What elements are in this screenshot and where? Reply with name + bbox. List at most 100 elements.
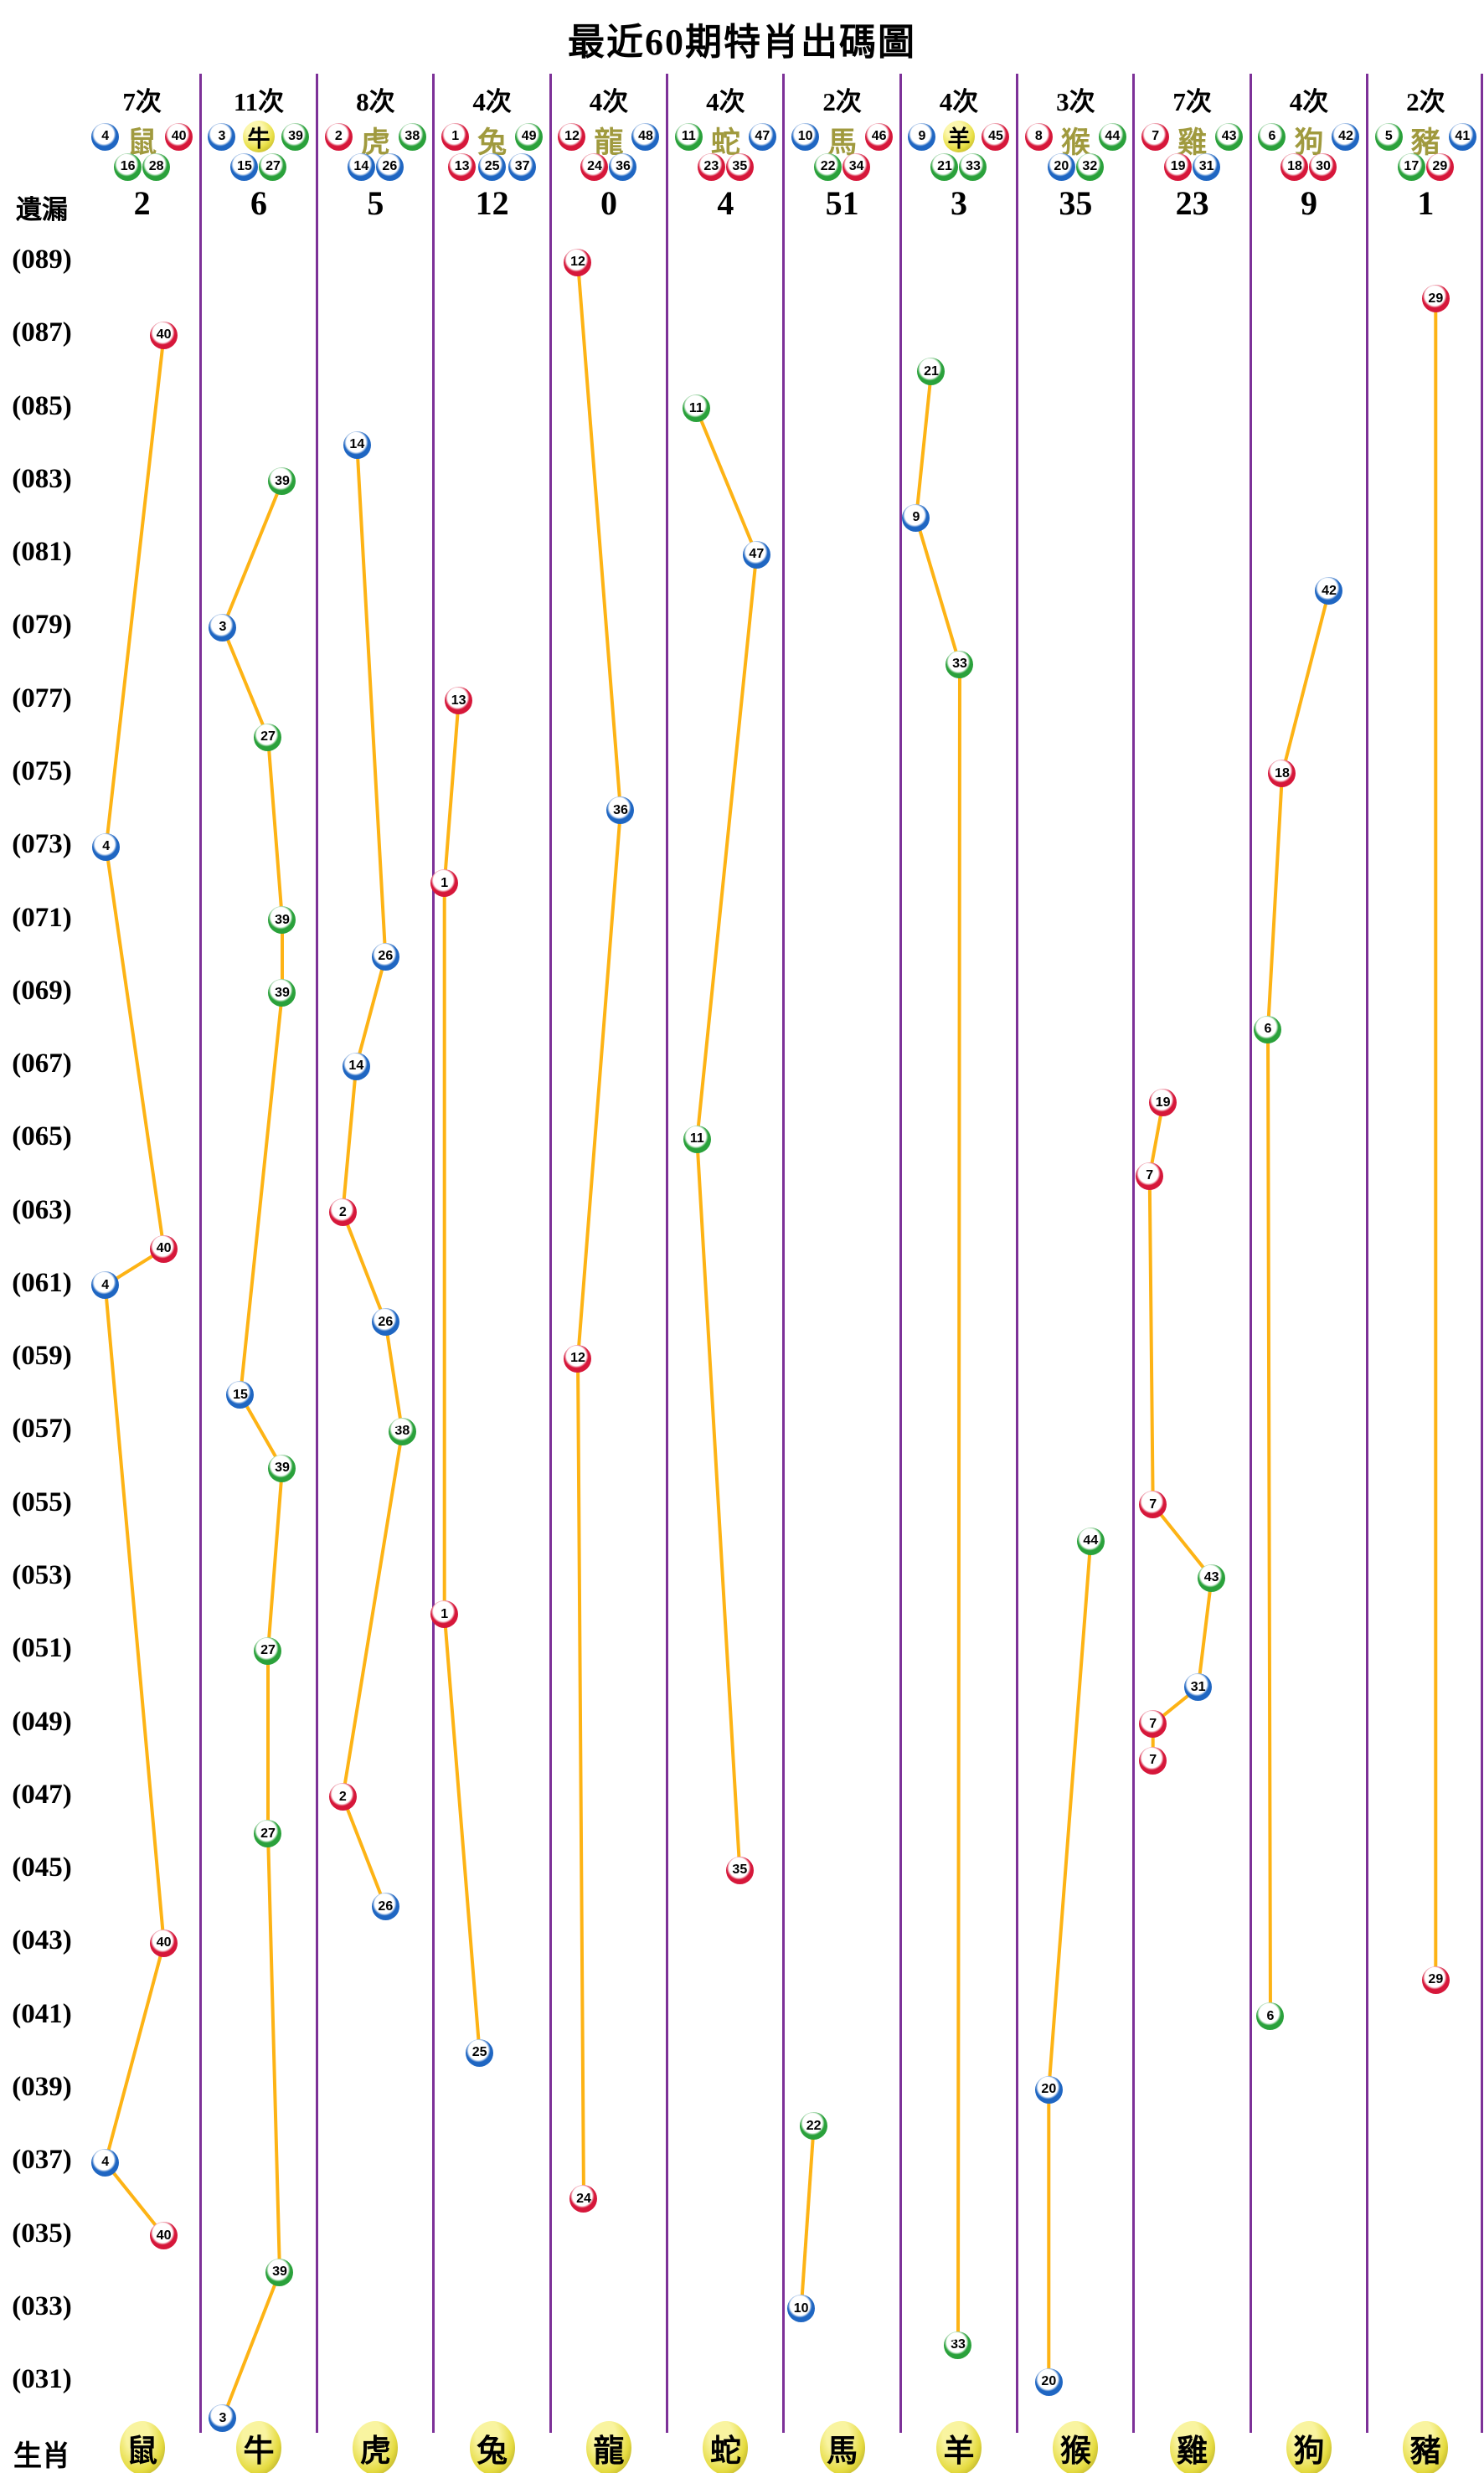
- lottery-ball: 9: [908, 122, 936, 151]
- lottery-ball: 28: [142, 152, 171, 181]
- lottery-ball: 31: [1193, 152, 1221, 181]
- trend-line: [694, 407, 759, 1871]
- lottery-ball: 31: [1184, 1673, 1213, 1702]
- column-separator: [1366, 74, 1369, 2433]
- lottery-ball: 7: [1139, 1746, 1167, 1775]
- period-label: (069): [12, 975, 72, 1006]
- miss-count-value: 51: [825, 184, 859, 222]
- period-label: (031): [12, 2364, 72, 2395]
- miss-count-value: 4: [717, 184, 734, 222]
- lottery-ball: 40: [165, 122, 193, 151]
- period-label: (041): [12, 1998, 72, 2029]
- lottery-ball: 43: [1198, 1564, 1226, 1592]
- lottery-ball: 7: [1139, 1710, 1167, 1739]
- period-label: (035): [12, 2218, 72, 2249]
- lottery-ball: 20: [1034, 2367, 1063, 2396]
- lottery-ball: 4: [92, 832, 121, 861]
- column-separator: [316, 74, 319, 2433]
- trend-line: [799, 2125, 816, 2309]
- zodiac-char-highlight-ball: 牛: [242, 121, 275, 152]
- lottery-ball: 44: [1076, 1527, 1105, 1555]
- lottery-ball: 49: [515, 122, 544, 151]
- period-label: (047): [12, 1779, 72, 1810]
- lottery-ball: 29: [1421, 1966, 1450, 1994]
- lottery-ball: 11: [674, 122, 703, 151]
- period-label: (063): [12, 1194, 72, 1225]
- lottery-ball: 39: [268, 979, 296, 1007]
- zodiac-badge: 馬: [819, 2421, 865, 2473]
- period-label: (049): [12, 1706, 72, 1737]
- zodiac-badge: 猴: [1053, 2421, 1099, 2473]
- lottery-ball: 30: [1309, 152, 1337, 181]
- period-label: (087): [12, 317, 72, 348]
- column-separator: [549, 74, 552, 2433]
- miss-count-value: 5: [367, 184, 384, 222]
- lottery-ball: 26: [375, 152, 404, 181]
- lottery-ball: 21: [930, 152, 959, 181]
- lottery-ball: 39: [268, 906, 296, 935]
- lottery-ball: 1: [430, 1600, 459, 1629]
- period-label: (071): [12, 902, 72, 933]
- period-label: (083): [12, 463, 72, 494]
- period-label: (073): [12, 829, 72, 860]
- miss-count-value: 9: [1300, 184, 1317, 222]
- lottery-ball: 45: [982, 122, 1010, 151]
- column-separator: [1480, 74, 1483, 2433]
- column-separator: [432, 74, 435, 2433]
- lottery-ball: 37: [508, 152, 537, 181]
- appear-count-label: 3次: [1056, 87, 1095, 116]
- lottery-ball: 2: [328, 1198, 357, 1227]
- miss-count-value: 1: [1417, 184, 1435, 222]
- lottery-ball: 1: [441, 122, 470, 151]
- lottery-ball: 12: [558, 122, 586, 151]
- lottery-ball: 7: [1141, 122, 1170, 151]
- zodiac-row-label: 生肖: [13, 2441, 70, 2472]
- period-label: (081): [12, 537, 72, 568]
- miss-count-value: 35: [1059, 184, 1093, 222]
- lottery-ball: 40: [150, 321, 178, 349]
- lottery-ball: 19: [1164, 152, 1193, 181]
- zodiac-badge: 牛: [235, 2421, 281, 2473]
- miss-row-label: 遺漏: [16, 195, 68, 224]
- lottery-ball: 6: [1256, 2002, 1285, 2031]
- period-label: (061): [12, 1267, 72, 1298]
- period-label: (075): [12, 755, 72, 786]
- lottery-ball: 27: [254, 1820, 282, 1848]
- lottery-ball: 18: [1268, 760, 1296, 788]
- period-label: (045): [12, 1852, 72, 1883]
- lottery-ball: 39: [281, 122, 310, 151]
- period-label: (043): [12, 1925, 72, 1956]
- lottery-ball: 3: [209, 613, 237, 641]
- lottery-ball: 6: [1258, 122, 1286, 151]
- column-separator: [782, 74, 786, 2433]
- period-label: (079): [12, 610, 72, 641]
- lottery-ball: 47: [742, 540, 770, 569]
- lottery-ball: 29: [1425, 152, 1454, 181]
- period-label: (057): [12, 1414, 72, 1445]
- lottery-ball: 17: [1397, 152, 1425, 181]
- zodiac-badge: 蛇: [703, 2421, 749, 2473]
- lottery-ball: 27: [254, 1636, 282, 1665]
- lottery-ball: 38: [388, 1417, 416, 1445]
- lottery-ball: 42: [1332, 122, 1360, 151]
- lottery-ball: 15: [226, 1381, 255, 1409]
- lottery-ball: 48: [631, 122, 660, 151]
- zodiac-char-highlight-ball: 羊: [942, 121, 975, 152]
- trend-line: [915, 371, 961, 2346]
- period-label: (039): [12, 2072, 72, 2102]
- lottery-ball: 23: [697, 152, 725, 181]
- period-label: (037): [12, 2145, 72, 2176]
- lottery-ball: 26: [371, 942, 399, 971]
- period-label: (065): [12, 1121, 72, 1152]
- lottery-ball: 8: [1024, 122, 1053, 151]
- lottery-ball: 27: [254, 723, 282, 751]
- lottery-ball: 4: [91, 2148, 120, 2177]
- period-label: (089): [12, 245, 72, 275]
- trend-line: [442, 700, 482, 2053]
- lottery-ball: 14: [347, 152, 375, 181]
- lottery-ball: 2: [328, 1783, 357, 1811]
- column-separator: [198, 74, 202, 2433]
- appear-count-label: 8次: [356, 87, 395, 116]
- lottery-ball: 3: [208, 122, 236, 151]
